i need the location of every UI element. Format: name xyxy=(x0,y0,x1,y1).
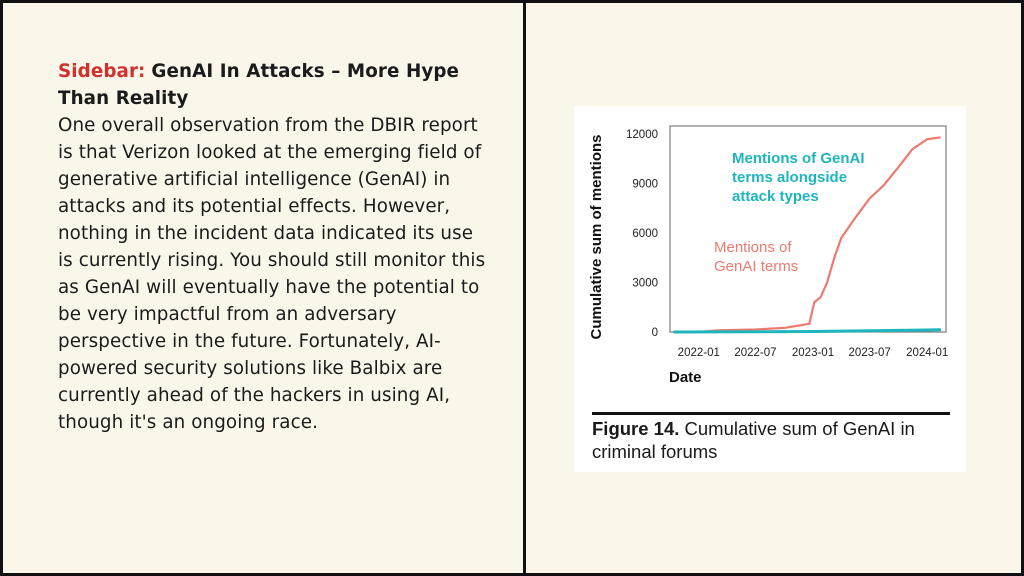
figure-rule xyxy=(592,412,950,415)
sidebar-label: Sidebar: xyxy=(58,61,146,82)
attack-types-label: terms alongside xyxy=(732,169,847,186)
attack-types-line xyxy=(672,328,942,334)
sidebar-heading: Sidebar: GenAI In Attacks – More Hype Th… xyxy=(58,58,488,112)
sidebar-body: One overall observation from the DBIR re… xyxy=(58,115,486,433)
y-tick-label: 12000 xyxy=(626,129,658,141)
y-tick-label: 6000 xyxy=(632,228,658,240)
y-tick-label: 9000 xyxy=(632,179,658,191)
figure-caption-text: Cumulative sum of GenAI in criminal foru… xyxy=(592,418,915,462)
x-tick-label: 2024-01 xyxy=(906,347,948,359)
x-tick-label: 2023-01 xyxy=(792,347,834,359)
genai-terms-label: Mentions of xyxy=(714,239,792,256)
y-tick-label: 0 xyxy=(652,327,658,339)
figure-card: 0 3000 6000 9000 12000 2022-01 2022-07 2023-01 2… xyxy=(574,106,966,472)
sidebar-title: GenAI In Attacks – More Hype Than Realit… xyxy=(58,61,460,109)
sidebar-text-block: Sidebar: GenAI In Attacks – More Hype Th… xyxy=(58,58,488,436)
cumulative-mentions-chart: 0 3000 6000 9000 12000 2022-01 2022-07 2023-01 2… xyxy=(588,125,948,386)
figure-caption: Figure 14. Cumulative sum of GenAI in cr… xyxy=(592,417,964,463)
y-axis-title: Cumulative sum of mentions xyxy=(588,134,605,339)
x-tick-label: 2023-07 xyxy=(849,347,891,359)
genai-terms-label: GenAI terms xyxy=(714,258,798,275)
figure-number: Figure 14. xyxy=(592,418,680,439)
genai-terms-line xyxy=(673,136,941,334)
x-axis-title: Date xyxy=(669,369,702,386)
x-tick-label: 2022-07 xyxy=(734,347,776,359)
y-tick-label: 3000 xyxy=(632,278,658,290)
x-tick-label: 2022-01 xyxy=(678,347,720,359)
attack-types-label: Mentions of GenAI xyxy=(732,150,865,167)
panel-divider xyxy=(523,0,526,576)
attack-types-label: attack types xyxy=(732,188,819,205)
